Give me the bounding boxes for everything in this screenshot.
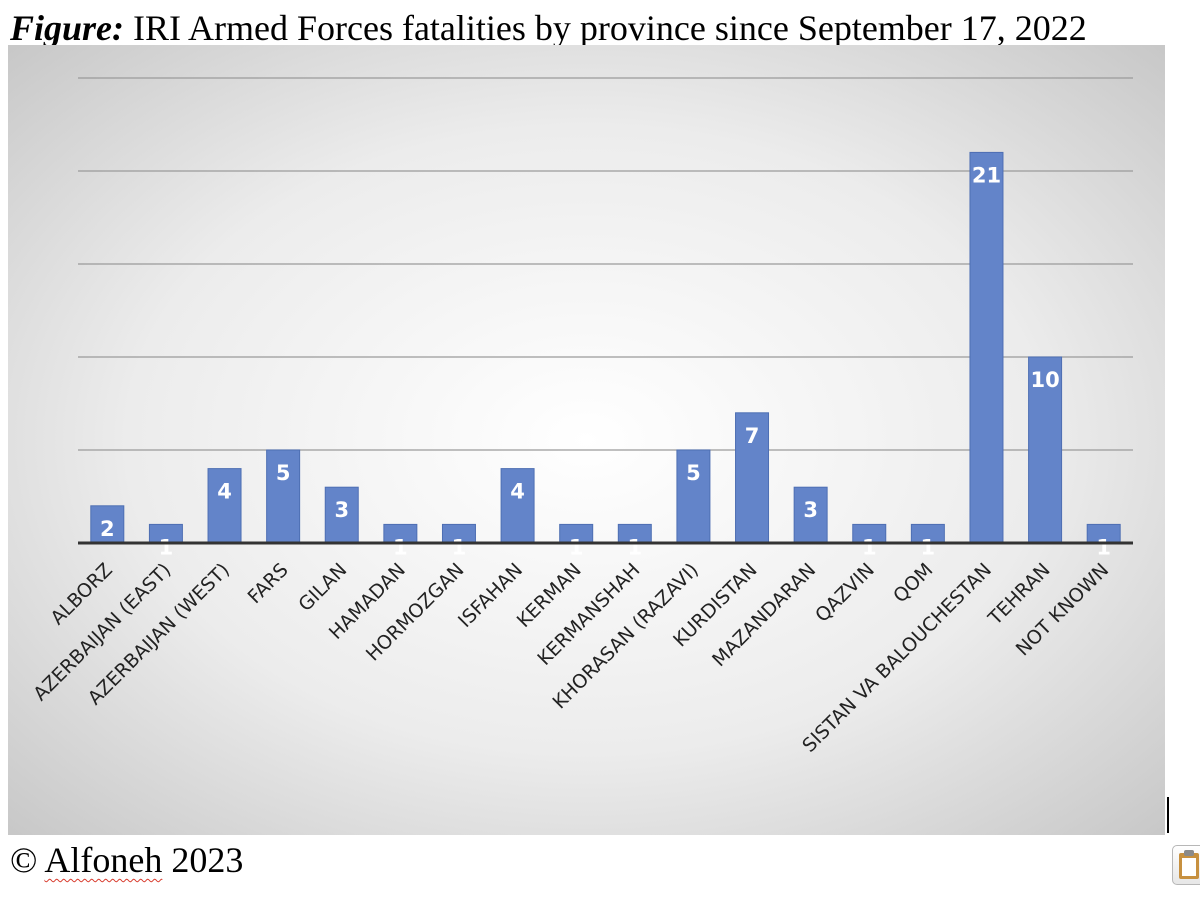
data-label: 1 (921, 535, 936, 559)
data-label: 10 (1030, 368, 1059, 392)
data-label: 7 (745, 424, 760, 448)
data-label: 2 (100, 517, 115, 541)
copyright-line: © Alfoneh 2023 (10, 838, 243, 882)
data-label: 3 (803, 498, 818, 522)
data-label: 1 (452, 535, 467, 559)
copyright-year: 2023 (171, 840, 244, 880)
data-label: 21 (972, 163, 1001, 187)
data-label: 5 (686, 461, 701, 485)
data-label: 4 (217, 480, 232, 504)
paste-options-button[interactable] (1172, 845, 1200, 885)
data-label: 5 (276, 461, 291, 485)
figure-title: Figure: IRI Armed Forces fatalities by p… (10, 6, 1087, 50)
data-label: 4 (510, 480, 525, 504)
data-label: 1 (569, 535, 584, 559)
bar-isfahan (500, 468, 535, 544)
data-label: 1 (862, 535, 877, 559)
figure-title-prefix: Figure: (10, 8, 125, 48)
bar-sistan-va-balouchestan (969, 151, 1004, 544)
bar-khorasan-razavi (676, 449, 711, 544)
data-label: 1 (627, 535, 642, 559)
chart-area: 2 1 4 5 3 1 1 4 1 1 5 7 3 1 1 21 10 1 ALBORZ AZERBAIJAN (E… (8, 45, 1165, 835)
data-label: 3 (334, 498, 349, 522)
copyright-author: Alfoneh (44, 840, 163, 880)
bar-mazandaran (793, 486, 828, 544)
figure-title-text: IRI Armed Forces fatalities by province … (124, 8, 1087, 48)
data-label: 1 (393, 535, 408, 559)
gridlines (78, 77, 1133, 451)
bar-tehran (1028, 356, 1063, 544)
data-label: 1 (159, 535, 174, 559)
text-cursor (1167, 797, 1169, 833)
data-label: 1 (1096, 535, 1111, 559)
copyright-symbol: © (10, 840, 38, 880)
bar-alborz (90, 505, 125, 544)
bar-kurdistan (735, 412, 770, 544)
